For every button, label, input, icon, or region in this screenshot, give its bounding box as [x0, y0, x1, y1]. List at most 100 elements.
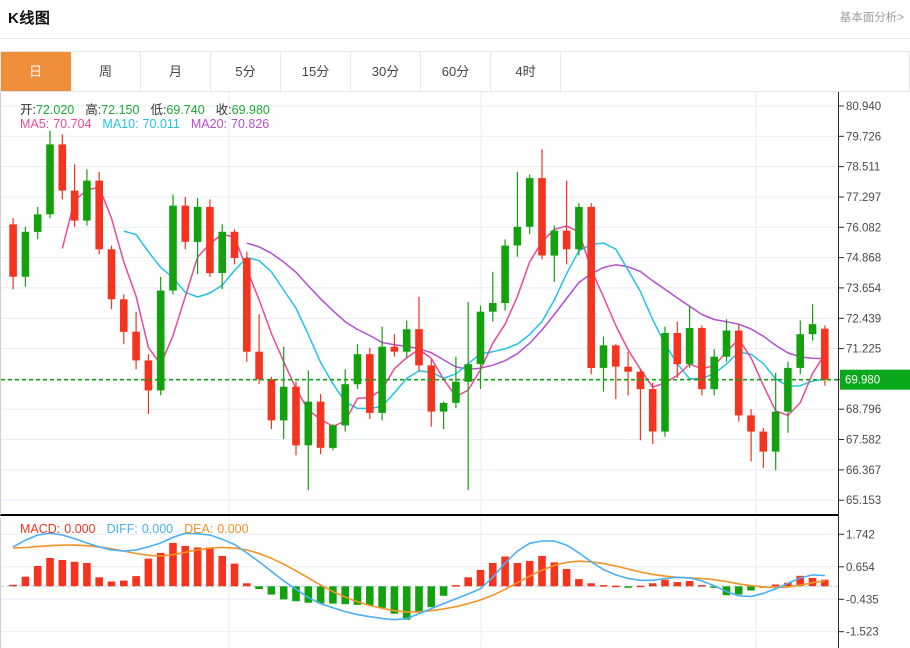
candle-body: [33, 214, 42, 232]
price-chart-panel[interactable]: [0, 92, 838, 516]
candle-body: [624, 366, 632, 372]
candle-21: [267, 376, 276, 430]
macd-bar-38: [476, 569, 485, 587]
macd-item-1: DIFF: 0.000: [107, 522, 174, 536]
tab-4[interactable]: 15分: [281, 52, 351, 91]
macd-bar-52: [648, 583, 657, 587]
candle-31: [390, 334, 399, 357]
candle-49: [612, 344, 620, 400]
candlestick-plot[interactable]: [1, 92, 838, 514]
macd-bar-9: [120, 580, 128, 587]
macd-value-0: 0.000: [64, 522, 96, 536]
macd-item-2: DEA: 0.000: [184, 522, 248, 536]
candle-24: [304, 370, 313, 491]
candle-body: [575, 206, 583, 250]
macd-value-1: 0.000: [141, 522, 174, 536]
price-tick-label-10: 68.796: [846, 404, 881, 416]
candle-42: [525, 174, 534, 235]
candle-28: [353, 344, 362, 390]
candle-body: [612, 345, 620, 367]
macd-bar-25: [316, 586, 325, 604]
candle-56: [698, 325, 706, 396]
candle-body: [169, 205, 177, 291]
tab-5[interactable]: 30分: [351, 52, 421, 91]
candle-body: [316, 401, 325, 448]
candle-body: [599, 345, 608, 368]
macd-bar-15: [193, 547, 202, 587]
candle-body: [796, 334, 804, 368]
candle-17: [218, 224, 226, 290]
last-price-badge: [840, 369, 910, 390]
ohlc-item-3: 收:69.980: [216, 103, 270, 117]
macd-bar-47: [587, 583, 595, 587]
macd-plot[interactable]: [1, 518, 838, 648]
candle-body: [771, 411, 780, 452]
macd-bar-1: [21, 576, 30, 587]
candle-2: [33, 206, 42, 240]
price-tick-label-13: 65.153: [846, 495, 881, 507]
candle-54: [673, 321, 682, 378]
macd-bar-0: [9, 584, 17, 587]
macd-tick-label-3: -1.523: [846, 627, 879, 639]
candle-38: [476, 305, 485, 390]
ma-label-2: MA20:: [190, 117, 228, 131]
ma-legend: MA5: 70.704 MA10: 70.011 MA20: 70.826: [20, 117, 280, 131]
ohlc-label-2: 低:: [150, 103, 167, 117]
price-tick-label-11: 67.582: [846, 435, 881, 447]
ma20-line: [246, 242, 825, 371]
candle-19: [243, 251, 251, 362]
candle-body: [21, 231, 30, 277]
price-tick-label-5: 74.868: [846, 253, 881, 265]
candle-body: [366, 354, 374, 413]
macd-bar-17: [218, 555, 226, 587]
tab-2[interactable]: 月: [141, 52, 211, 91]
ohlc-label-1: 高:: [85, 103, 102, 117]
tab-1[interactable]: 周: [71, 52, 141, 91]
macd-chart-panel[interactable]: [0, 518, 838, 648]
ohlc-label-3: 收:: [215, 103, 232, 117]
macd-tick-label-1: 0.654: [846, 562, 875, 574]
candle-65: [808, 304, 817, 341]
price-tick-label-1: 79.726: [846, 131, 881, 143]
macd-bar-4: [58, 560, 67, 587]
macd-label-2: DEA:: [184, 522, 214, 536]
ohlc-value-3: 69.980: [231, 103, 270, 117]
candle-41: [513, 171, 522, 257]
macd-bar-33: [415, 586, 423, 613]
macd-bar-35: [439, 586, 448, 596]
candle-body: [83, 180, 91, 221]
candle-body: [464, 364, 472, 382]
macd-bar-12: [156, 552, 165, 587]
candle-29: [366, 347, 374, 420]
macd-bar-37: [464, 577, 472, 587]
tab-6[interactable]: 60分: [421, 52, 491, 91]
price-tick-label-6: 73.654: [846, 283, 882, 295]
candle-48: [599, 336, 608, 392]
page-title: K线图: [8, 10, 51, 27]
candle-10: [132, 311, 140, 370]
candle-35: [439, 401, 448, 430]
tab-3[interactable]: 5分: [211, 52, 281, 91]
macd-bar-46: [575, 579, 583, 587]
candle-body: [525, 178, 534, 227]
fundamental-analysis-link[interactable]: 基本面分析>: [839, 12, 904, 24]
candle-32: [402, 320, 411, 358]
tab-0[interactable]: 日: [1, 52, 71, 91]
period-tab-bar: 日周月 5分 15分 30分 60分 4时: [0, 51, 910, 92]
ohlc-legend: 开:72.020 高:72.150 低:69.740 收:69.980: [20, 99, 281, 118]
candle-12: [156, 276, 165, 396]
macd-bar-26: [329, 586, 337, 604]
candle-63: [784, 361, 792, 433]
ohlc-item-1: 高:72.150: [85, 103, 139, 117]
candle-55: [685, 305, 694, 368]
candle-37: [464, 301, 472, 491]
candle-26: [329, 424, 337, 451]
macd-bar-20: [255, 586, 263, 589]
candle-34: [427, 359, 436, 427]
diff-line: [12, 532, 825, 621]
tab-7[interactable]: 4时: [491, 52, 561, 91]
candle-body: [661, 333, 669, 432]
macd-bar-50: [624, 586, 632, 588]
macd-bar-29: [366, 586, 374, 606]
